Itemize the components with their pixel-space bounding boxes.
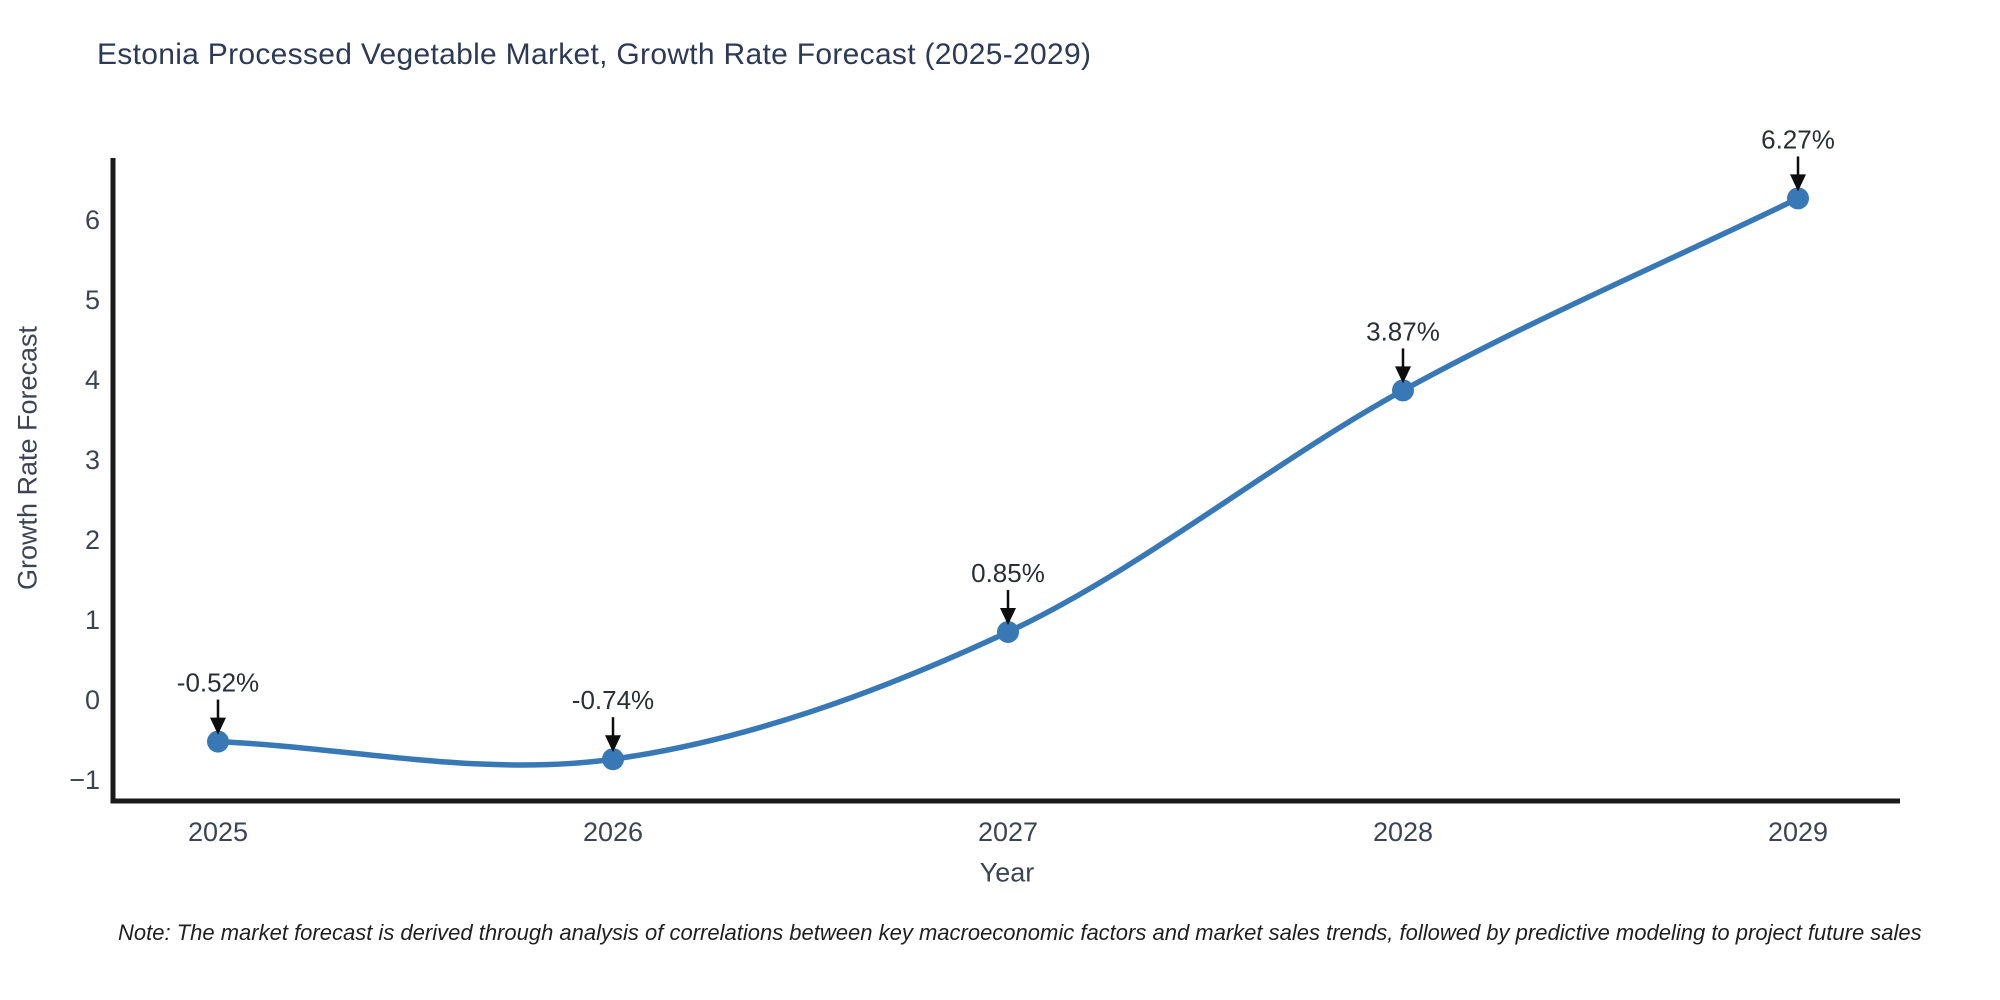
y-tick-label: 1 [85,605,100,635]
y-tick-label: 6 [85,205,100,235]
data-point-label: 0.85% [971,558,1045,588]
x-tick-label: 2026 [583,817,643,847]
annotation-arrow-head [210,717,226,735]
x-axis-title: Year [979,857,1035,888]
y-tick-label: 0 [85,685,100,715]
data-point-marker [1392,379,1414,402]
annotation-arrow-head [1395,366,1411,384]
data-point-label: -0.74% [572,685,654,715]
y-tick-label: 5 [85,285,100,315]
data-point-marker [602,748,624,771]
data-point-marker [207,730,229,753]
y-tick-label: −1 [69,765,100,795]
y-tick-label: 3 [85,445,100,475]
annotation-arrow-head [1790,174,1806,192]
annotation-arrow-head [1000,608,1016,625]
data-point-marker [1787,187,1809,210]
footnote: Note: The market forecast is derived thr… [118,920,1922,945]
data-point-label: 6.27% [1761,124,1835,154]
x-tick-label: 2029 [1768,817,1828,847]
x-tick-label: 2025 [188,817,248,847]
x-tick-label: 2027 [978,817,1038,847]
data-point-marker [997,621,1019,643]
forecast-line [215,195,1801,768]
data-point-label: -0.52% [177,668,259,698]
annotation-arrow-head [605,735,621,753]
x-tick-label: 2028 [1373,817,1433,847]
chart-title: Estonia Processed Vegetable Market, Grow… [97,38,1092,71]
data-point-label: 3.87% [1366,316,1440,346]
y-tick-label: 4 [85,365,100,395]
y-tick-label: 2 [85,525,100,555]
